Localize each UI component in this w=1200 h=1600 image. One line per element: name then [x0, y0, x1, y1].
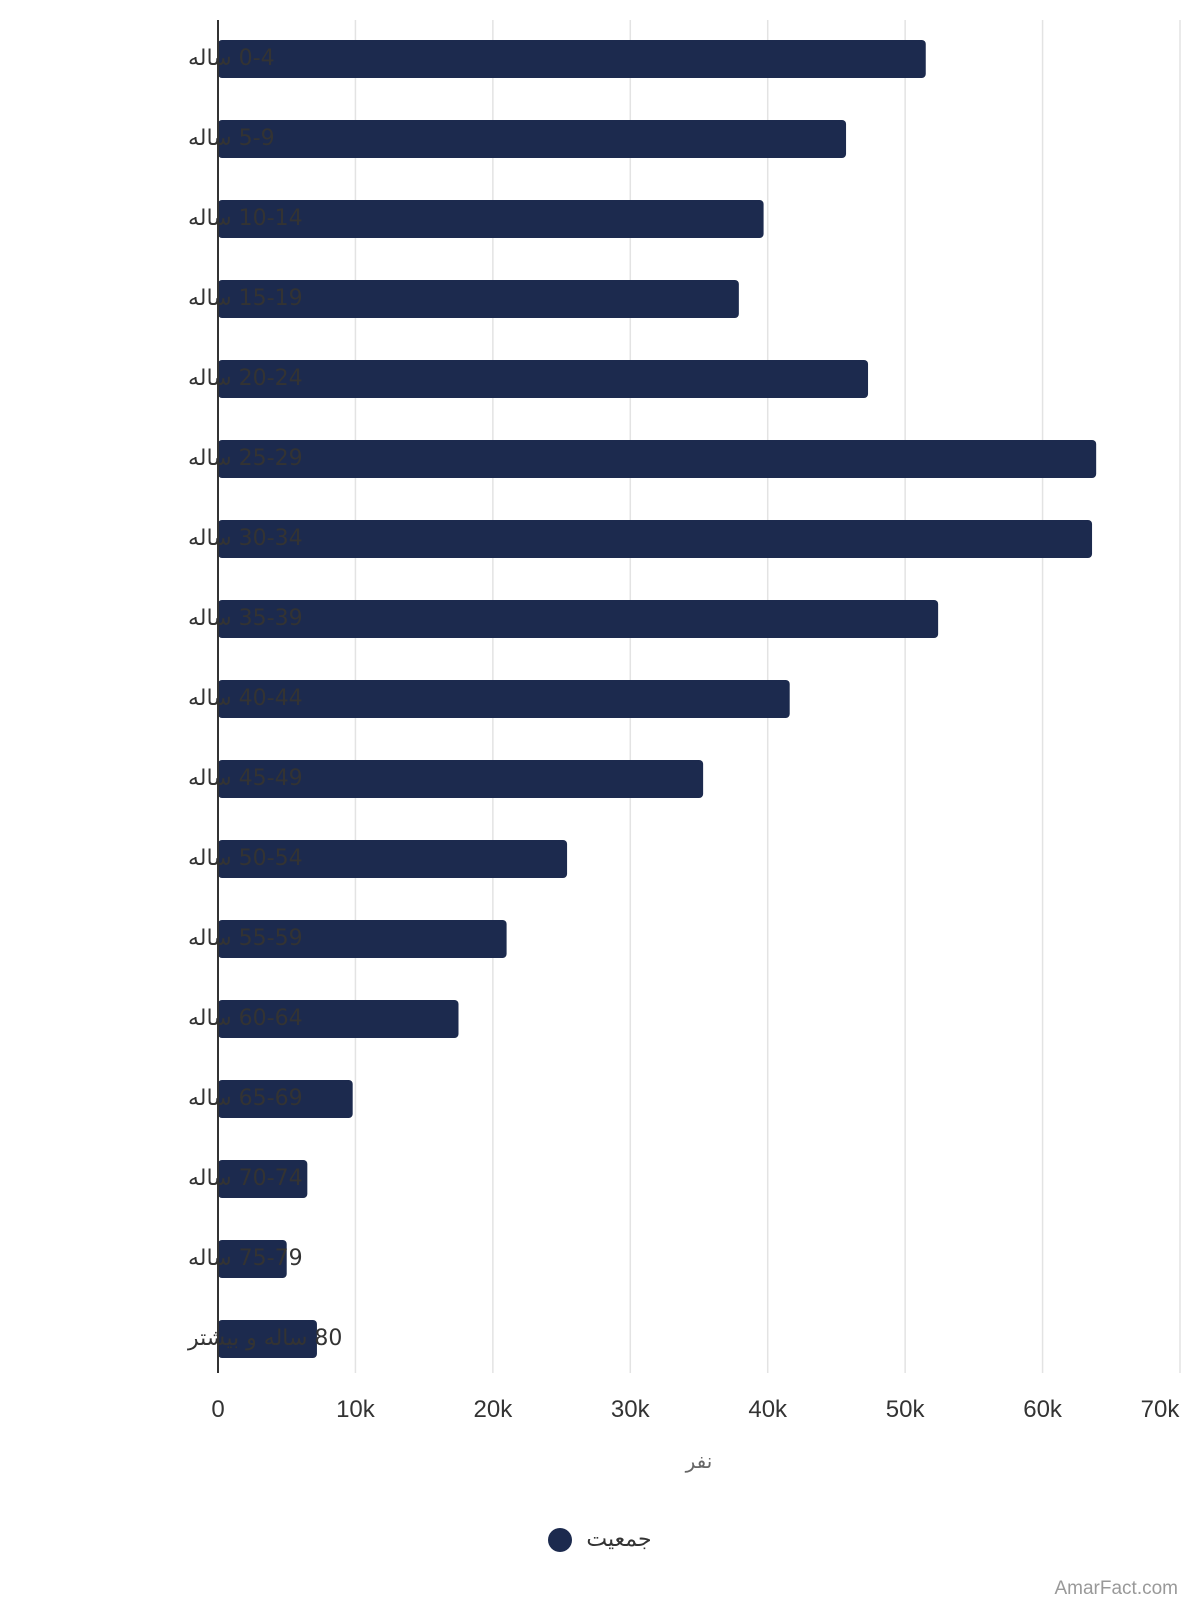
bar[interactable]: [218, 760, 704, 798]
tick-label: 20k: [474, 1396, 514, 1423]
x-tick-labels: 0 10k 20k 30k 40k 50k 60k 70k: [211, 1396, 1180, 1423]
category-label: 75-79 ساله: [188, 1246, 303, 1271]
tick-label: 50k: [886, 1396, 926, 1423]
bar[interactable]: [218, 280, 739, 318]
tick-label: 60k: [1023, 1396, 1063, 1423]
bar[interactable]: [218, 440, 1097, 478]
category-label: 45-49 ساله: [188, 766, 303, 791]
bar[interactable]: [218, 1000, 459, 1038]
bar[interactable]: [218, 920, 507, 958]
watermark: AmarFact.com: [1054, 1578, 1178, 1599]
category-label: 70-74 ساله: [188, 1166, 303, 1191]
tick-label: 30k: [611, 1396, 651, 1423]
category-label: 50-54 ساله: [188, 846, 303, 871]
legend: جمعیت: [0, 1527, 1200, 1558]
bar[interactable]: [218, 360, 869, 398]
category-label: 40-44 ساله: [188, 686, 303, 711]
x-axis-title: نفر: [685, 1449, 713, 1473]
bar[interactable]: [218, 1160, 308, 1198]
bar[interactable]: [218, 600, 939, 638]
tick-label: 40k: [748, 1396, 788, 1423]
bar[interactable]: [218, 1320, 317, 1358]
tick-label: 0: [211, 1396, 224, 1423]
category-label: 25-29 ساله: [188, 446, 303, 471]
category-label: 20-24 ساله: [188, 366, 303, 391]
bar[interactable]: [218, 680, 790, 718]
legend-item[interactable]: جمعیت: [548, 1527, 652, 1552]
legend-label: جمعیت: [586, 1527, 652, 1552]
bar[interactable]: [218, 40, 926, 78]
bar[interactable]: [218, 520, 1093, 558]
category-label: 65-69 ساله: [188, 1086, 303, 1111]
category-label: 0-4 ساله: [188, 46, 275, 71]
category-label: 80 ساله و بیشتر: [187, 1326, 342, 1351]
bar[interactable]: [218, 840, 568, 878]
category-label: 60-64 ساله: [188, 1006, 303, 1031]
bar[interactable]: [218, 1080, 353, 1118]
legend-marker: [548, 1527, 573, 1552]
category-label: 35-39 ساله: [188, 606, 303, 631]
category-label: 5-9 ساله: [188, 126, 275, 151]
category-labels: 0-4 ساله 5-9 ساله 10-14 ساله 15-19 ساله 20-2…: [187, 46, 342, 1351]
bar[interactable]: [218, 120, 847, 158]
bar[interactable]: [218, 1240, 287, 1278]
category-label: 30-34 ساله: [188, 526, 303, 551]
bar[interactable]: [218, 200, 764, 238]
bars: [218, 40, 1097, 1358]
category-label: 15-19 ساله: [188, 286, 303, 311]
category-label: 10-14 ساله: [188, 206, 303, 231]
tick-label: 70k: [1141, 1396, 1181, 1423]
tick-label: 10k: [336, 1396, 376, 1423]
category-label: 55-59 ساله: [188, 926, 303, 951]
